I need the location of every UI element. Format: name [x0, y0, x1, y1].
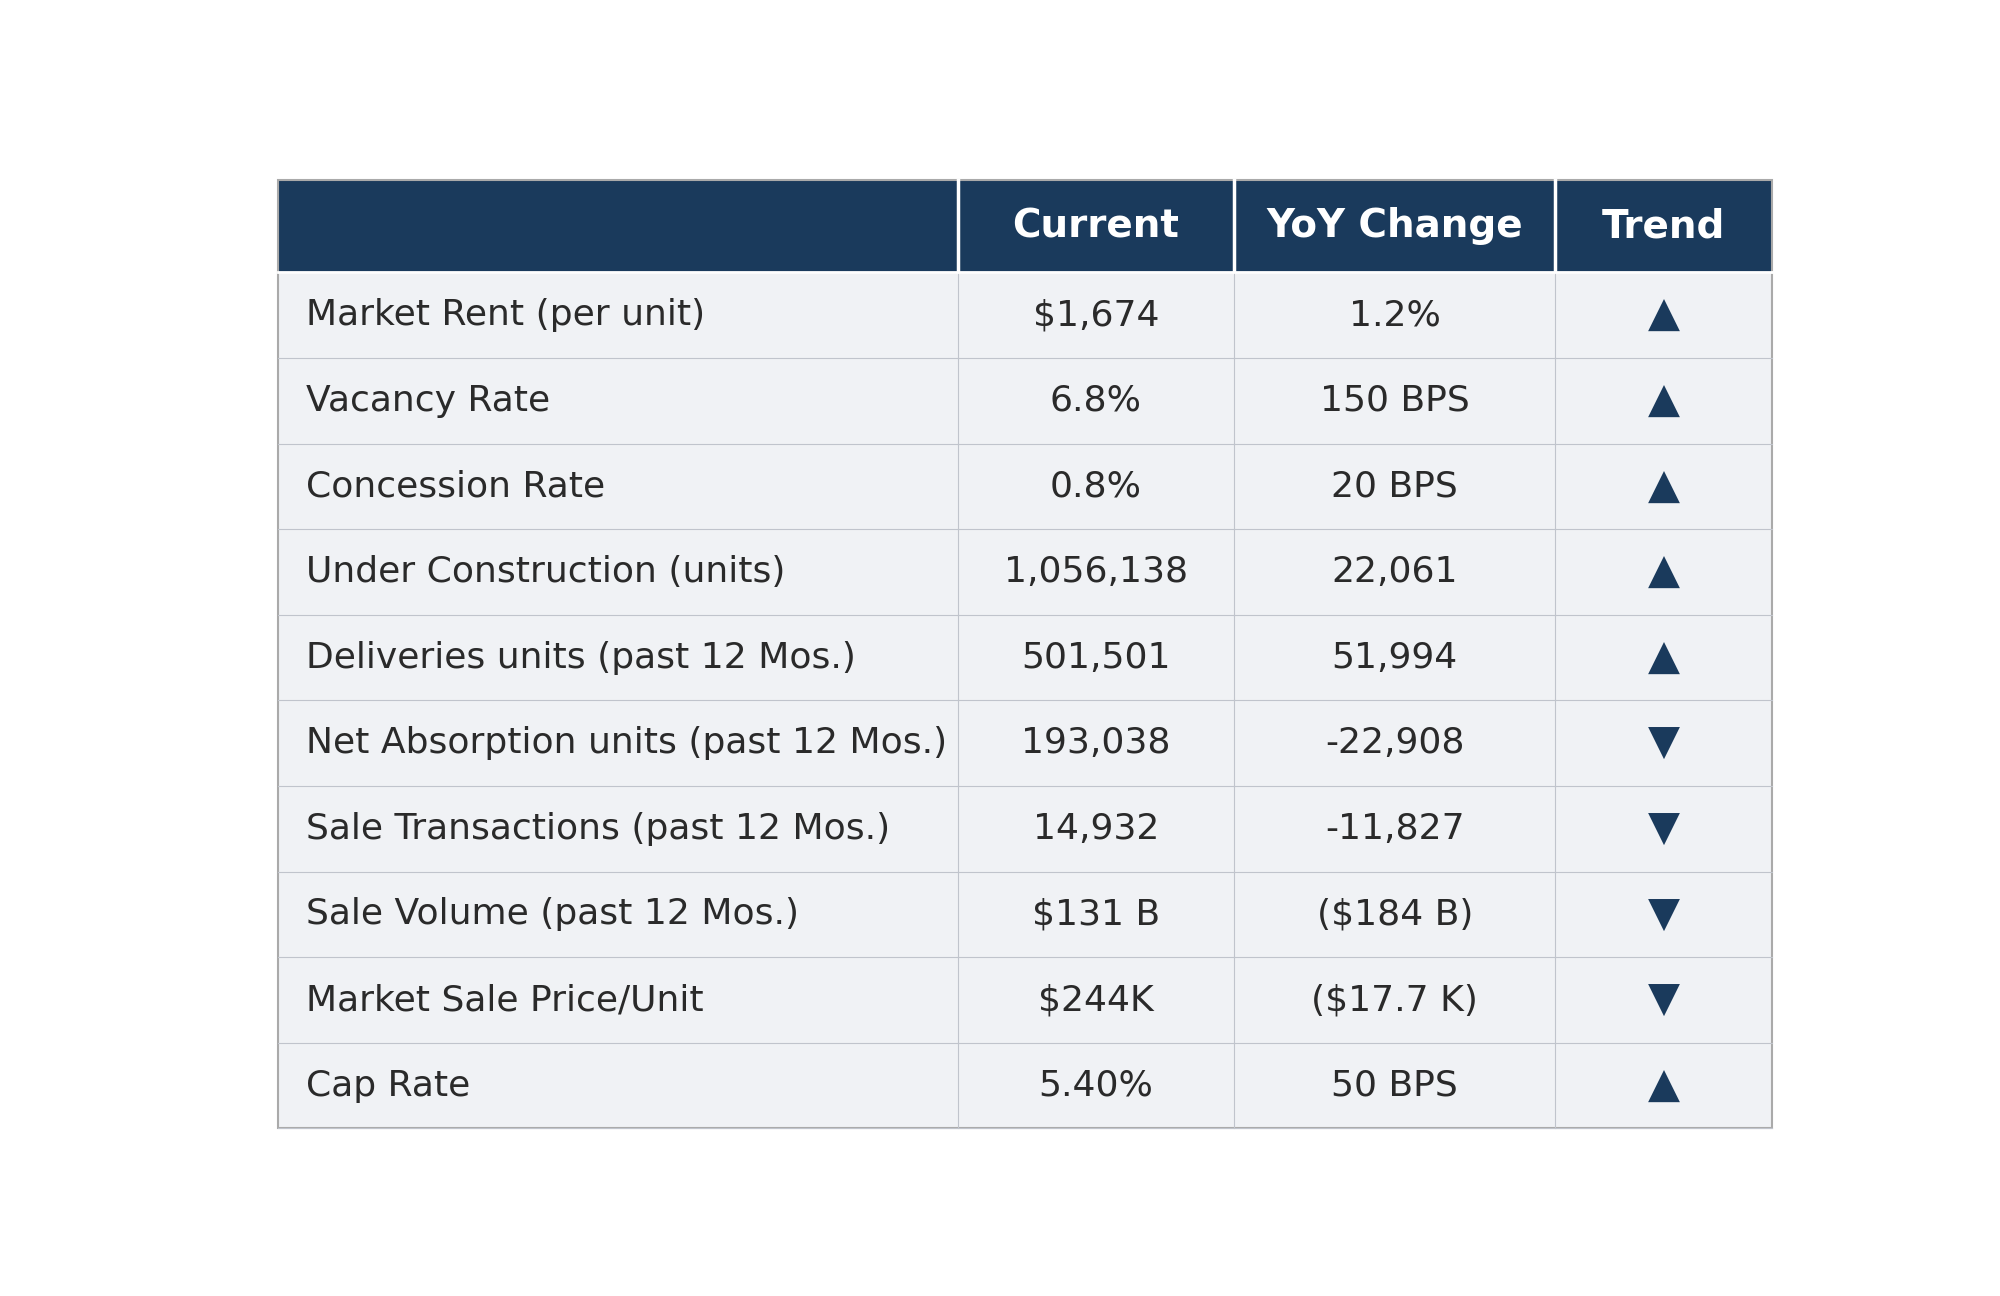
Text: ▲: ▲: [1648, 294, 1680, 336]
Text: ▼: ▼: [1648, 893, 1680, 936]
Bar: [1556, 358, 1772, 443]
Bar: [1556, 872, 1772, 958]
Text: 14,932: 14,932: [1032, 811, 1160, 846]
Text: ▼: ▼: [1648, 807, 1680, 850]
Text: Market Sale Price/Unit: Market Sale Price/Unit: [306, 984, 704, 1017]
Bar: [958, 180, 1234, 272]
Text: 5.40%: 5.40%: [1038, 1069, 1154, 1103]
Bar: [1556, 958, 1772, 1043]
Text: 0.8%: 0.8%: [1050, 469, 1142, 503]
Bar: [1234, 614, 1556, 700]
Text: Trend: Trend: [1602, 207, 1726, 245]
Text: ▼: ▼: [1648, 978, 1680, 1021]
Text: ▲: ▲: [1648, 1065, 1680, 1107]
Bar: [958, 872, 1234, 958]
Text: 22,061: 22,061: [1332, 555, 1458, 588]
Bar: [1234, 180, 1556, 272]
Bar: [278, 872, 958, 958]
Bar: [958, 1043, 1234, 1129]
Bar: [278, 958, 958, 1043]
Bar: [278, 272, 958, 358]
Text: Sale Transactions (past 12 Mos.): Sale Transactions (past 12 Mos.): [306, 811, 890, 846]
Text: Net Absorption units (past 12 Mos.): Net Absorption units (past 12 Mos.): [306, 726, 946, 761]
Bar: [1556, 272, 1772, 358]
Bar: [1556, 700, 1772, 785]
Bar: [958, 785, 1234, 872]
Text: Cap Rate: Cap Rate: [306, 1069, 470, 1103]
Bar: [278, 180, 958, 272]
Text: 6.8%: 6.8%: [1050, 384, 1142, 417]
Bar: [1234, 872, 1556, 958]
Bar: [278, 443, 958, 529]
Text: Vacancy Rate: Vacancy Rate: [306, 384, 550, 417]
Text: Concession Rate: Concession Rate: [306, 469, 604, 503]
Bar: [278, 358, 958, 443]
Text: ($17.7 K): ($17.7 K): [1312, 984, 1478, 1017]
Text: $1,674: $1,674: [1032, 298, 1160, 332]
Text: ▼: ▼: [1648, 722, 1680, 765]
Text: 1,056,138: 1,056,138: [1004, 555, 1188, 588]
Bar: [1234, 700, 1556, 785]
Bar: [958, 443, 1234, 529]
Bar: [1234, 958, 1556, 1043]
Bar: [1234, 443, 1556, 529]
Bar: [1556, 785, 1772, 872]
Bar: [1556, 1043, 1772, 1129]
Bar: [1556, 180, 1772, 272]
Text: YoY Change: YoY Change: [1266, 207, 1524, 245]
Text: ▲: ▲: [1648, 636, 1680, 679]
Text: 50 BPS: 50 BPS: [1332, 1069, 1458, 1103]
Bar: [1556, 614, 1772, 700]
Text: Sale Volume (past 12 Mos.): Sale Volume (past 12 Mos.): [306, 897, 798, 932]
Text: 20 BPS: 20 BPS: [1332, 469, 1458, 503]
Bar: [1234, 785, 1556, 872]
Bar: [1234, 358, 1556, 443]
Text: ($184 B): ($184 B): [1316, 897, 1474, 932]
Bar: [958, 358, 1234, 443]
Bar: [958, 614, 1234, 700]
Text: $244K: $244K: [1038, 984, 1154, 1017]
Bar: [1556, 529, 1772, 614]
Bar: [1234, 529, 1556, 614]
Bar: [1234, 272, 1556, 358]
Text: Deliveries units (past 12 Mos.): Deliveries units (past 12 Mos.): [306, 640, 856, 675]
Text: 1.2%: 1.2%: [1348, 298, 1440, 332]
Text: ▲: ▲: [1648, 380, 1680, 421]
Text: Under Construction (units): Under Construction (units): [306, 555, 786, 588]
Text: -22,908: -22,908: [1326, 726, 1464, 761]
Bar: [278, 700, 958, 785]
Text: Market Rent (per unit): Market Rent (per unit): [306, 298, 704, 332]
Text: $131 B: $131 B: [1032, 897, 1160, 932]
Text: 193,038: 193,038: [1022, 726, 1170, 761]
Bar: [1234, 1043, 1556, 1129]
Text: ▲: ▲: [1648, 551, 1680, 594]
Bar: [278, 1043, 958, 1129]
Bar: [278, 529, 958, 614]
Text: 501,501: 501,501: [1022, 640, 1170, 675]
Text: Current: Current: [1012, 207, 1180, 245]
Text: ▲: ▲: [1648, 465, 1680, 507]
Text: 51,994: 51,994: [1332, 640, 1458, 675]
Text: -11,827: -11,827: [1326, 811, 1464, 846]
Bar: [278, 614, 958, 700]
Bar: [958, 529, 1234, 614]
Bar: [278, 785, 958, 872]
Bar: [958, 958, 1234, 1043]
Bar: [958, 272, 1234, 358]
Bar: [1556, 443, 1772, 529]
Text: 150 BPS: 150 BPS: [1320, 384, 1470, 417]
Bar: [958, 700, 1234, 785]
